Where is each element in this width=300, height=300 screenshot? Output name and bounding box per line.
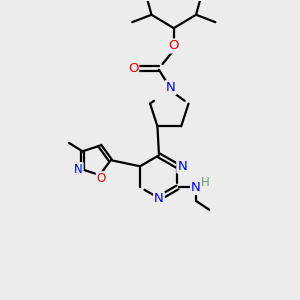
Text: O: O <box>128 62 138 75</box>
Text: N: N <box>166 81 176 94</box>
Text: N: N <box>74 163 83 176</box>
Text: H: H <box>201 176 210 189</box>
Text: N: N <box>177 160 187 172</box>
Text: O: O <box>97 172 106 185</box>
Text: O: O <box>169 40 179 52</box>
Text: N: N <box>191 181 201 194</box>
Text: N: N <box>154 192 164 205</box>
